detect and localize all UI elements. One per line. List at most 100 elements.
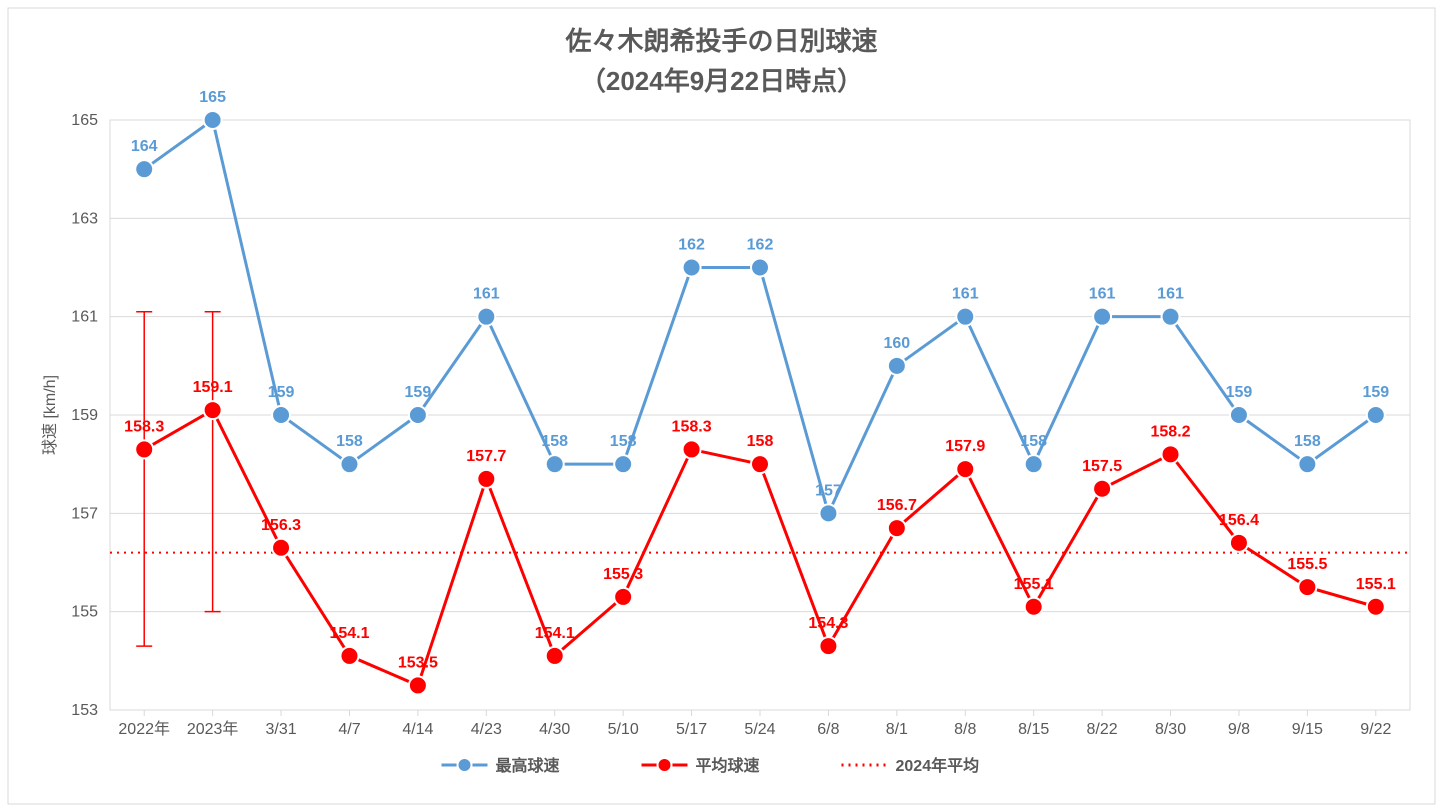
marker-series_max [272,406,290,424]
data-label-series_avg: 155.1 [1356,576,1396,593]
data-label-series_max: 162 [678,237,705,254]
data-label-series_avg: 157.5 [1082,458,1122,475]
data-label-series_max: 159 [1226,384,1253,401]
data-label-series_max: 164 [131,138,158,155]
chart-title-line1: 佐々木朗希投手の日別球速 [564,26,877,56]
data-label-series_max: 161 [1157,286,1184,303]
marker-series_max [1093,308,1111,326]
marker-series_avg [204,401,222,419]
y-tick-label: 163 [71,210,98,227]
x-tick-label: 4/7 [338,721,360,738]
data-label-series_avg: 154.1 [535,625,575,642]
data-label-series_max: 158 [1294,433,1321,450]
marker-series_max [1162,308,1180,326]
data-label-series_avg: 153.5 [398,654,438,671]
marker-series_avg [1367,598,1385,616]
data-label-series_max: 158 [1020,433,1047,450]
marker-series_avg [1093,480,1111,498]
line-series_avg [144,410,1376,685]
marker-series_max [340,455,358,473]
marker-series_max [888,357,906,375]
x-tick-label: 8/30 [1155,721,1186,738]
x-tick-label: 8/22 [1087,721,1118,738]
x-tick-label: 8/1 [886,721,908,738]
data-label-series_avg: 155.3 [603,566,643,583]
x-tick-label: 2023年 [187,720,239,738]
data-label-series_max: 159 [1362,384,1389,401]
data-label-series_avg: 154.3 [808,615,848,632]
data-label-series_max: 161 [952,286,979,303]
marker-series_max [1025,455,1043,473]
x-tick-label: 9/22 [1360,721,1391,738]
data-label-series_avg: 158.3 [124,418,164,435]
data-label-series_max: 160 [883,335,910,352]
x-tick-label: 9/8 [1228,721,1250,738]
data-label-series_avg: 156.4 [1219,512,1259,529]
data-label-series_max: 161 [1089,286,1116,303]
x-tick-label: 6/8 [817,721,839,738]
marker-series_avg [751,455,769,473]
data-label-series_max: 162 [747,237,774,254]
x-tick-label: 4/23 [471,721,502,738]
data-label-series_avg: 155.5 [1287,556,1327,573]
x-tick-label: 8/8 [954,721,976,738]
marker-series_max [819,504,837,522]
data-label-series_avg: 154.1 [329,625,369,642]
marker-series_max [477,308,495,326]
marker-series_max [956,308,974,326]
data-label-series_avg: 155.1 [1014,576,1054,593]
marker-series_max [614,455,632,473]
data-label-series_max: 159 [268,384,295,401]
y-tick-label: 157 [71,505,98,522]
y-tick-label: 155 [71,604,98,621]
y-axis-label: 球速 [km/h] [41,375,59,455]
x-tick-label: 5/17 [676,721,707,738]
marker-series_avg [614,588,632,606]
x-tick-label: 4/30 [539,721,570,738]
data-label-series_max: 161 [473,286,500,303]
x-tick-label: 5/24 [744,721,775,738]
x-tick-label: 3/31 [265,721,296,738]
x-tick-label: 4/14 [402,721,433,738]
marker-series_avg [683,440,701,458]
y-tick-label: 153 [71,702,98,719]
x-tick-label: 2022年 [118,720,170,738]
marker-series_avg [135,440,153,458]
pitch-speed-chart: 佐々木朗希投手の日別球速 （2024年9月22日時点） 153 155 157 159 16… [0,0,1443,812]
x-tick-label: 8/15 [1018,721,1049,738]
data-label-series_max: 157 [815,482,842,499]
legend-item-max: 最高球速 [496,756,560,775]
data-label-series_max: 165 [199,89,226,106]
x-tick-label: 9/15 [1292,721,1323,738]
marker-series_avg [1298,578,1316,596]
marker-series_avg [1162,445,1180,463]
data-label-series_max: 158 [610,433,637,450]
marker-series_avg [546,647,564,665]
marker-series_avg [1025,598,1043,616]
legend-item-avg: 平均球速 [696,756,760,775]
marker-series_avg [888,519,906,537]
marker-series_avg [409,676,427,694]
chart-title-line2: （2024年9月22日時点） [580,66,863,96]
data-label-series_avg: 159.1 [193,379,233,396]
data-label-series_avg: 158.3 [672,418,712,435]
marker-series_avg [1230,534,1248,552]
marker-series_max [409,406,427,424]
y-tick-label: 161 [71,309,98,326]
marker-series_max [1230,406,1248,424]
marker-series_avg [272,539,290,557]
legend-item-hline: 2024年平均 [896,756,980,775]
y-tick-label: 165 [71,112,98,129]
data-label-series_max: 159 [405,384,432,401]
marker-series_avg [340,647,358,665]
marker-series_max [751,259,769,277]
data-label-series_avg: 156.3 [261,517,301,534]
y-tick-label: 159 [71,407,98,424]
marker-series_max [546,455,564,473]
marker-series_max [1298,455,1316,473]
data-label-series_avg: 156.7 [877,497,917,514]
data-label-series_avg: 157.7 [466,448,506,465]
marker-series_avg [956,460,974,478]
marker-series_max [135,160,153,178]
data-label-series_avg: 158 [747,433,774,450]
